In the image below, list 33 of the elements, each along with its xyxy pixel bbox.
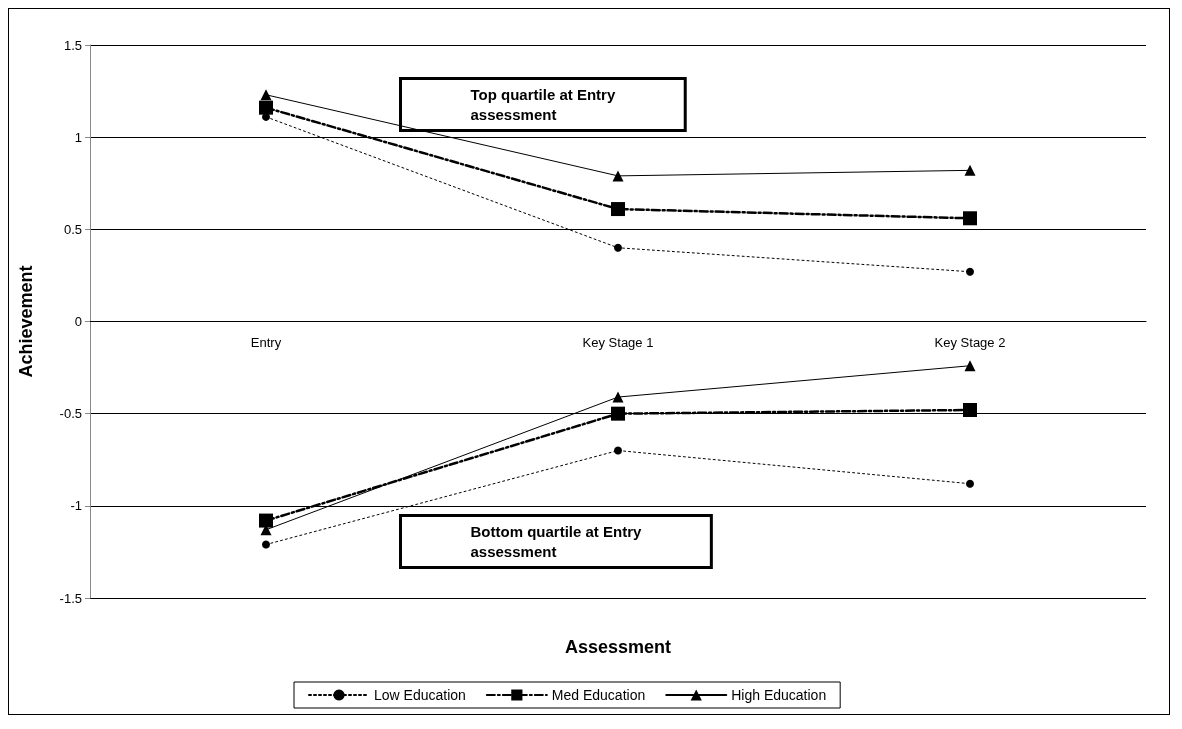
point <box>963 402 977 417</box>
point <box>964 164 976 176</box>
point <box>614 446 622 455</box>
legend-label: High Education <box>731 687 827 703</box>
point <box>260 89 272 101</box>
point <box>259 100 273 115</box>
point <box>611 202 625 217</box>
x-tick-label: Key Stage 1 <box>582 334 654 350</box>
point <box>611 406 625 421</box>
y-tick-label: -1.5 <box>59 590 82 606</box>
point <box>966 267 974 276</box>
y-tick-label: -1 <box>70 498 82 514</box>
y-tick-label: 0.5 <box>63 221 82 237</box>
x-tick-label: Entry <box>250 334 282 350</box>
point <box>262 540 270 549</box>
point <box>612 391 624 403</box>
x-axis-title: Assessment <box>564 637 672 657</box>
point <box>966 479 974 488</box>
legend-label: Low Education <box>374 687 466 703</box>
y-tick-label: 1 <box>74 129 82 145</box>
y-tick-label: 1.5 <box>63 37 82 53</box>
annotation: Top quartile at Entry assessment <box>470 86 616 123</box>
legend-label: Med Education <box>551 687 646 703</box>
point <box>612 170 624 182</box>
x-tick-label: Key Stage 2 <box>934 334 1006 350</box>
point <box>259 513 273 528</box>
point <box>963 211 977 226</box>
point <box>614 243 622 252</box>
y-axis-title: Achievement <box>16 265 36 378</box>
annotation: Bottom quartile at Entry assessment <box>470 523 642 560</box>
y-tick-label: 0 <box>74 314 82 329</box>
point <box>964 360 976 372</box>
y-tick-label: -0.5 <box>59 406 82 422</box>
